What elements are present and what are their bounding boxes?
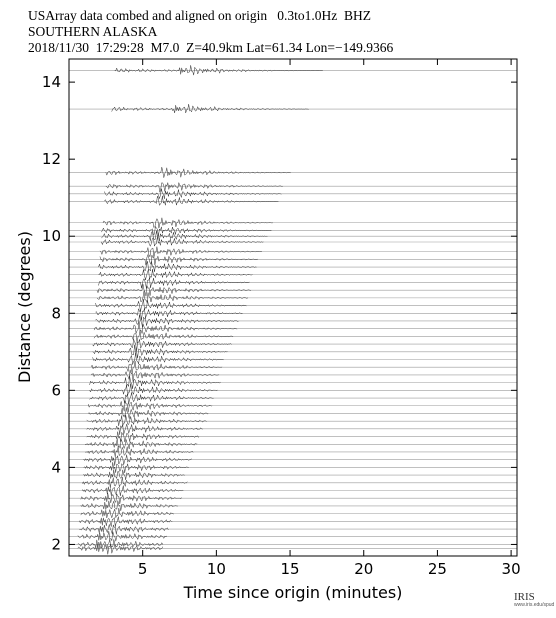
seismogram (111, 104, 309, 114)
seismogram (82, 485, 184, 496)
seismogram (93, 321, 238, 334)
seismogram (101, 225, 272, 237)
seismogram (89, 375, 221, 389)
seismogram (92, 344, 228, 359)
seismogram (95, 314, 239, 328)
y-tick-label: 14 (42, 73, 61, 91)
x-tick-label: 15 (281, 560, 300, 578)
seismogram (83, 454, 192, 466)
seismogram (99, 246, 262, 258)
seismogram (88, 407, 209, 419)
y-tick-label: 2 (51, 535, 61, 553)
x-tick-label: 20 (354, 560, 373, 578)
seismogram (86, 415, 207, 427)
seismogram (77, 531, 167, 542)
seismogram (77, 539, 164, 550)
seismogram (98, 269, 253, 281)
seismogram (96, 291, 249, 303)
seismogram (80, 493, 182, 505)
y-tick-label: 8 (51, 304, 61, 322)
y-tick-label: 6 (51, 381, 61, 399)
seismogram (105, 182, 283, 193)
seismogram (90, 369, 220, 382)
seismogram (79, 524, 169, 535)
y-axis-label: Distance (degrees) (15, 231, 34, 383)
seismogram (95, 307, 243, 321)
y-tick-label: 4 (51, 458, 61, 476)
seismogram (105, 167, 291, 178)
seismogram (85, 438, 198, 450)
seismogram (77, 544, 164, 555)
seismogram (101, 230, 268, 242)
seismogram (98, 277, 250, 289)
seismogram (89, 383, 218, 396)
seismogram (87, 400, 213, 413)
seismogram (95, 299, 247, 312)
x-tick-label: 25 (428, 560, 447, 578)
x-axis-label: Time since origin (minutes) (183, 583, 403, 602)
seismogram (79, 516, 173, 527)
y-tick-label: 10 (42, 227, 61, 245)
seismogram (80, 508, 174, 519)
seismogram (82, 476, 188, 488)
chart-subtitle: SOUTHERN ALASKA (28, 24, 158, 39)
seismogram (92, 338, 232, 352)
seismogram (98, 261, 257, 272)
seismogram (90, 360, 223, 375)
logo: IRIS (514, 591, 535, 603)
y-tick-label: 12 (42, 150, 61, 168)
seismogram (86, 431, 199, 443)
seismogram (102, 217, 273, 229)
chart-caption: 2018/11/30 17:29:28 M7.0 Z=40.9km Lat=61… (28, 40, 393, 55)
seismogram (85, 446, 194, 458)
seismogram (104, 188, 282, 200)
seismogram (80, 500, 178, 511)
seismogram (93, 329, 234, 344)
x-tick-label: 10 (207, 560, 226, 578)
seismogram (92, 352, 224, 365)
chart-title: USArray data combed and aligned on origi… (28, 8, 371, 23)
x-tick-label: 5 (138, 560, 148, 578)
plot-frame (68, 58, 518, 557)
seismogram (89, 392, 214, 405)
seismogram (104, 195, 279, 206)
seismogram (83, 462, 189, 473)
seismogram (101, 236, 264, 248)
seismogram (83, 469, 185, 480)
seismogram (86, 424, 203, 435)
logo-url: www.iris.edu/spud (514, 602, 555, 608)
seismogram (99, 253, 258, 266)
seismogram (96, 284, 252, 297)
seismogram (114, 65, 323, 76)
x-tick-label: 30 (502, 560, 521, 578)
